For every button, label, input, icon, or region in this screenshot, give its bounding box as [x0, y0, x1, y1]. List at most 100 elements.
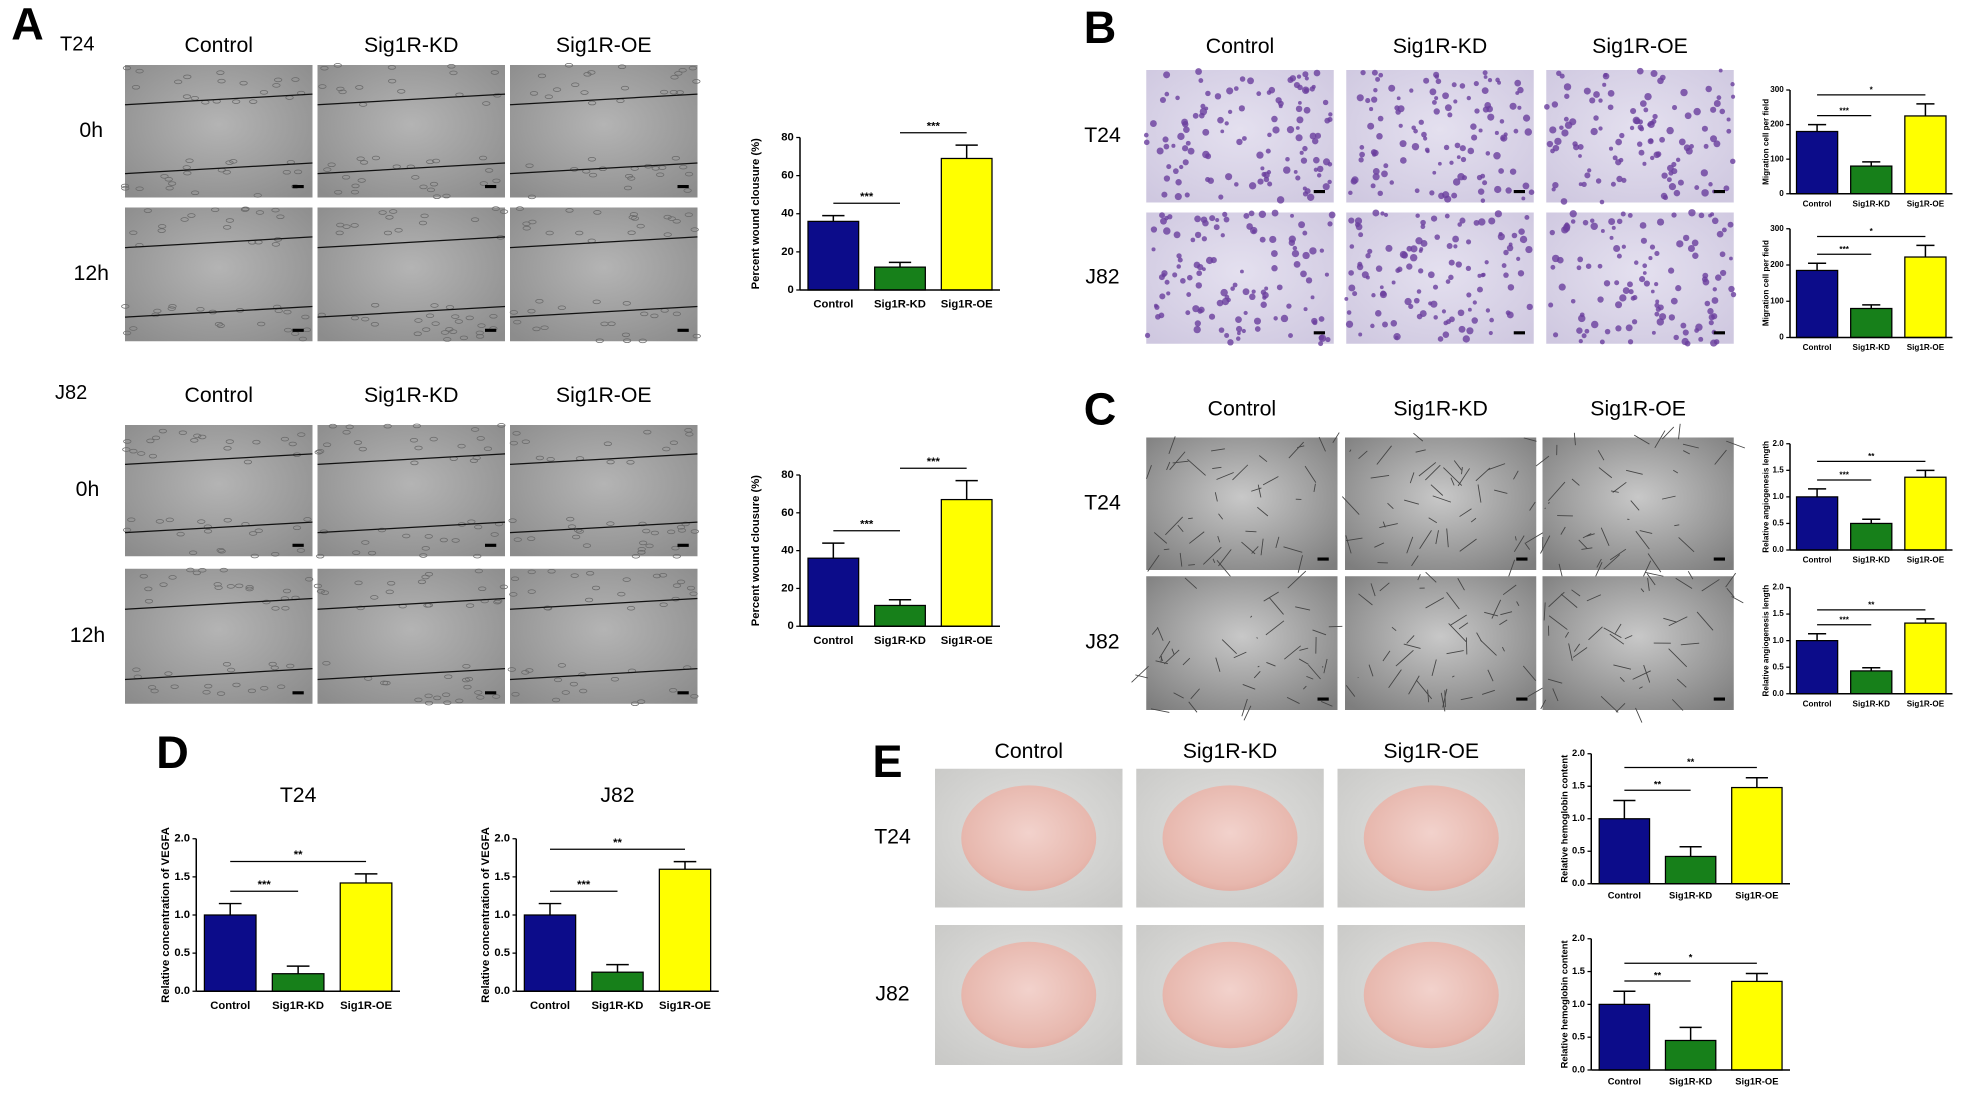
cell [1443, 320, 1449, 326]
cell [1726, 117, 1731, 122]
cell [1359, 151, 1365, 158]
tube [1266, 662, 1276, 667]
tube [1303, 685, 1307, 690]
x-tick-label: Control [1803, 199, 1832, 208]
tube [1243, 705, 1252, 721]
cell [1317, 165, 1324, 173]
cell [394, 228, 403, 233]
cell [1611, 225, 1616, 230]
tissue [1363, 941, 1499, 1049]
cell [359, 160, 369, 165]
cell [1585, 263, 1592, 269]
cell [1237, 331, 1241, 336]
image-background [1146, 576, 1338, 710]
cell [186, 567, 195, 573]
cell [298, 336, 307, 342]
cell [159, 582, 168, 587]
cell [628, 215, 637, 220]
cell [355, 85, 364, 90]
cell [1677, 179, 1684, 186]
cell [257, 321, 266, 327]
cell [1577, 256, 1584, 263]
cell [442, 692, 451, 697]
image-background [1146, 437, 1338, 570]
cell [1558, 283, 1566, 291]
cell [1208, 313, 1216, 320]
tube [1582, 533, 1592, 539]
cell [1267, 132, 1272, 138]
x-tick-label: Sig1R-KD [1853, 699, 1891, 708]
error-bar [1613, 799, 1636, 819]
cell [443, 337, 452, 342]
x-tick-label: Sig1R-KD [1669, 890, 1712, 900]
cell [470, 217, 480, 222]
cell [1615, 301, 1623, 309]
cell [164, 177, 173, 182]
cell [1593, 115, 1599, 121]
tube [1147, 554, 1160, 572]
cell [527, 589, 536, 594]
tube [1169, 451, 1186, 471]
cell [1151, 247, 1156, 252]
cell [690, 693, 699, 699]
cell [1642, 271, 1647, 275]
cell [1673, 334, 1679, 341]
image-background [124, 207, 313, 342]
cell [1193, 325, 1201, 334]
y-axis-label: Relative concentration of VEGFA [160, 827, 172, 1003]
x-tick-label: Control [1803, 699, 1832, 708]
error-bar [1679, 845, 1702, 857]
tube [1600, 527, 1610, 546]
x-tick-label: Sig1R-KD [592, 1000, 644, 1012]
cell [622, 301, 631, 306]
tube [1428, 517, 1438, 524]
cell [1708, 320, 1714, 326]
tube [1446, 650, 1464, 655]
cell [1597, 296, 1604, 303]
cell [335, 230, 344, 236]
cell [271, 606, 280, 611]
cell [1707, 308, 1714, 315]
cell [1427, 271, 1435, 279]
cell [1661, 172, 1668, 179]
tube [1214, 492, 1218, 502]
tube [1477, 484, 1482, 503]
cell [685, 432, 694, 437]
cell [1648, 256, 1653, 261]
error-bar [1679, 1026, 1702, 1041]
panel-label: C [1084, 383, 1117, 434]
y-tick-label: 100 [1770, 296, 1784, 305]
cell [553, 677, 563, 683]
cell [1478, 128, 1483, 133]
cell [521, 439, 530, 445]
row-label: 0h [79, 118, 103, 142]
cell [1673, 189, 1681, 197]
error-bar [1808, 488, 1827, 497]
micrograph [1341, 432, 1537, 579]
cell [610, 676, 620, 682]
cell [1629, 125, 1635, 131]
significance-label: ** [1868, 601, 1875, 610]
tube [1500, 611, 1513, 616]
cell [426, 187, 436, 193]
cell [424, 693, 433, 699]
cell [1473, 219, 1480, 226]
cell [1559, 125, 1564, 130]
cell [383, 230, 393, 236]
cell [621, 332, 631, 338]
cell [591, 585, 601, 591]
cell [535, 298, 544, 304]
tube [1218, 549, 1232, 567]
tube [1411, 555, 1419, 567]
tube [1403, 643, 1421, 649]
cell [451, 538, 460, 543]
cell [1356, 263, 1364, 271]
cell [1656, 218, 1665, 226]
bar [874, 604, 926, 627]
cell [271, 551, 280, 557]
cell [165, 517, 174, 523]
tube [1680, 642, 1700, 646]
tube [1395, 649, 1414, 667]
tube [1687, 570, 1694, 580]
cell [1159, 212, 1165, 219]
